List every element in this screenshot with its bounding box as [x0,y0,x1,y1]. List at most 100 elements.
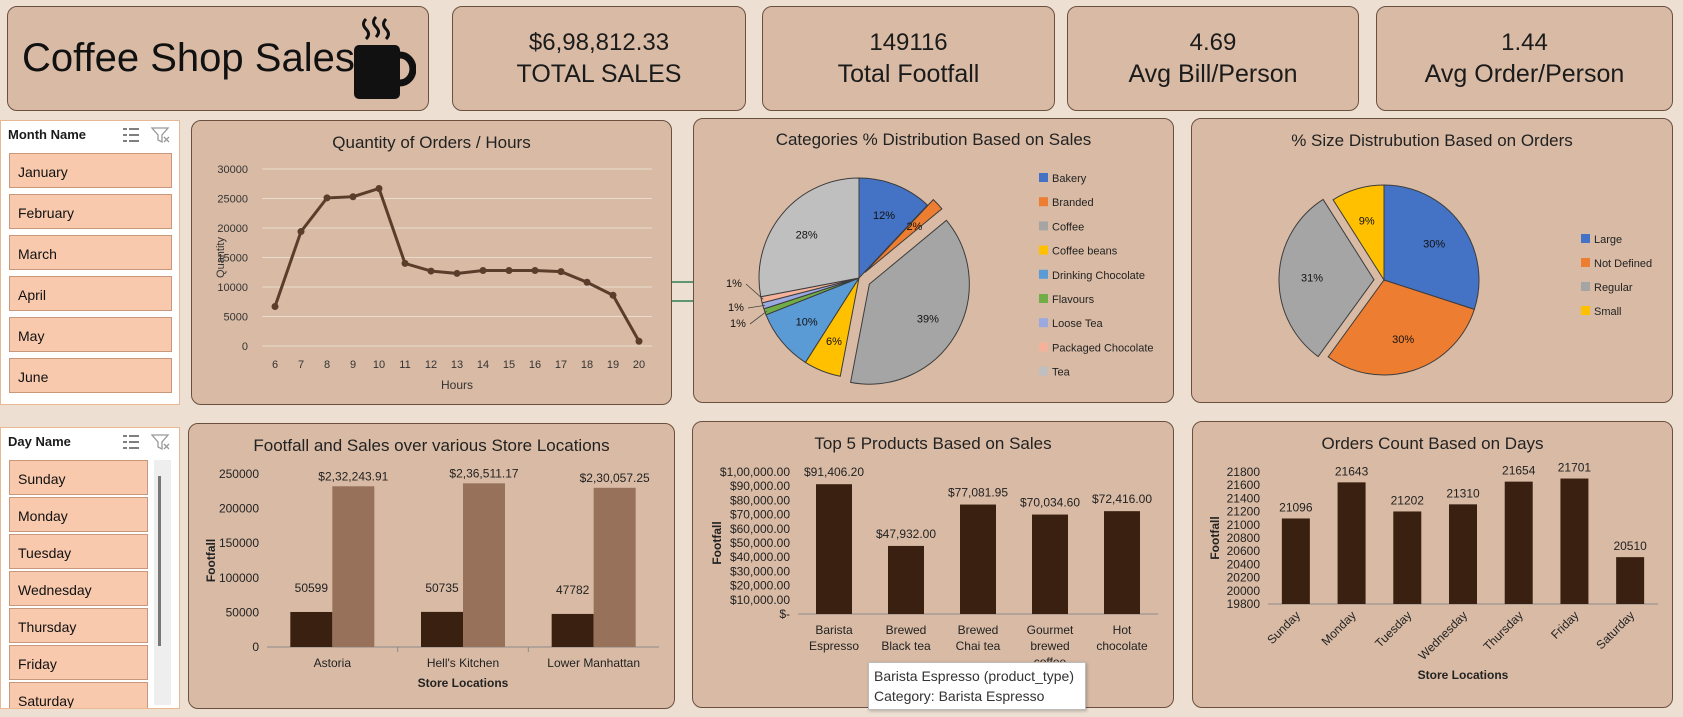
y-tick-label: 21800 [1227,465,1261,479]
data-point [401,259,409,267]
x-tick-label: Gourmet [1027,623,1074,637]
x-tick-label: Astoria [314,656,352,670]
top-products-chart: Top 5 Products Based on Sales $- $10,000.… [692,421,1174,708]
x-tick-label: 18 [581,359,593,371]
legend-label: Packaged Chocolate [1052,342,1154,354]
leader-line [749,310,768,325]
y-tick-label: 25000 [217,194,248,206]
pie-slice [1327,279,1475,376]
series-line [273,186,641,343]
kpi-value: 149116 [869,28,948,56]
slicer-item-march[interactable]: March [9,235,172,270]
data-point [323,194,331,202]
slicer-header: Day Name [1,428,179,454]
kpi-value: 4.69 [1189,28,1237,56]
size-pie-chart: % Size Distrubution Based on Orders 30% 3… [1191,118,1673,403]
x-tick-label: Brewed [958,623,999,637]
y-tick-label: $40,000.00 [730,550,790,564]
slicer-item-february[interactable]: February [9,194,172,229]
x-tick-label: Monday [1319,608,1359,648]
x-tick-label: Chai tea [956,639,1001,653]
x-tick-label: 16 [529,359,541,371]
y-tick-label: 20200 [1227,571,1261,585]
data-point [297,228,305,236]
slicer-item-saturday[interactable]: Saturday [9,682,148,708]
multi-select-icon[interactable] [121,433,141,451]
multi-select-icon[interactable] [121,126,141,144]
bar [1104,511,1140,614]
x-tick-label: Brewed [886,623,927,637]
slicer-title: Month Name [8,127,86,142]
slicer-item-wednesday[interactable]: Wednesday [9,571,148,606]
store-locations-plot: 0 50000 100000 150000 200000 250000 50599 $2,32… [204,466,659,690]
data-label: $70,034.60 [1020,496,1080,510]
legend-swatch [1039,342,1048,352]
slicer-item-sunday[interactable]: Sunday [9,460,148,495]
bar [1337,482,1366,604]
data-label: 20510 [1613,539,1647,553]
legend-swatch [1039,221,1048,231]
y-tick-label: 250000 [219,467,259,481]
x-tick-label: Sunday [1264,608,1303,647]
slicer-item-monday[interactable]: Monday [9,497,148,532]
data-label: 50599 [295,581,329,595]
slicer-item-may[interactable]: May [9,317,172,352]
data-point [505,266,513,274]
slice-label: 2% [906,221,922,233]
y-tick-label: 30000 [217,164,248,176]
data-point [349,193,357,201]
dashboard-title-panel: Coffee Shop Sales [7,6,429,111]
bar [421,611,463,647]
day-slicer[interactable]: Day Name Sunday Monday Tuesday Wednesday… [0,427,180,709]
kpi-label: Avg Bill/Person [1128,59,1298,88]
y-tick-label: 21200 [1227,505,1261,519]
x-tick-label: Thursday [1481,608,1526,653]
y-tick-label: 100000 [219,571,259,585]
clear-filter-icon[interactable] [151,126,171,144]
x-tick-label: 10 [373,359,385,371]
slicer-item-january[interactable]: January [9,153,172,188]
data-label: 21310 [1446,486,1480,500]
pie-slice [850,219,970,385]
slice-label: 9% [1359,215,1375,227]
slice-label: 10% [796,316,818,328]
slicer-scrollbar[interactable] [154,460,171,705]
clear-filter-icon[interactable] [151,433,171,451]
y-tick-label: $1,00,000.00 [720,465,790,479]
chart-title: % Size Distrubution Based on Orders [1291,131,1573,150]
kpi-avg-order: 1.44 Avg Order/Person [1376,6,1673,111]
y-tick-label: $80,000.00 [730,493,790,507]
x-tick-label: Hell's Kitchen [427,656,499,670]
x-axis-label: Store Locations [1418,668,1509,682]
slicer-item-friday[interactable]: Friday [9,645,148,680]
legend-label: Branded [1052,197,1094,209]
y-axis-label: Footfall [1208,516,1222,559]
pie-slice [1332,184,1385,282]
data-point [479,266,487,274]
y-tick-label: 10000 [217,282,248,294]
pie-slice [858,177,929,280]
data-point [635,337,643,345]
slicer-item-april[interactable]: April [9,276,172,311]
y-tick-label: 150000 [219,536,259,550]
orders-days-chart: Orders Count Based on Days 19800 20000 202… [1192,421,1673,708]
legend-label: Drinking Chocolate [1052,270,1145,282]
x-tick-label: 12 [425,359,437,371]
y-tick-label: 20400 [1227,557,1261,571]
x-tick-label: 14 [477,359,489,371]
slicer-item-june[interactable]: June [9,358,172,393]
chart-title: Categories % Distribution Based on Sales [775,130,1092,149]
legend-label: Flavours [1052,294,1095,306]
y-tick-label: $50,000.00 [730,536,790,550]
slicer-item-tuesday[interactable]: Tuesday [9,534,148,569]
data-label: $2,36,511.17 [449,466,519,480]
month-slicer[interactable]: Month Name January February March April … [0,120,180,405]
scroll-thumb[interactable] [158,476,161,646]
y-tick-label: 15000 [217,253,248,265]
bar [960,504,996,614]
x-tick-label: 19 [607,359,619,371]
legend-swatch [1581,282,1590,291]
legend-label: Regular [1594,282,1633,294]
slicer-item-thursday[interactable]: Thursday [9,608,148,643]
legend-swatch [1039,173,1048,182]
